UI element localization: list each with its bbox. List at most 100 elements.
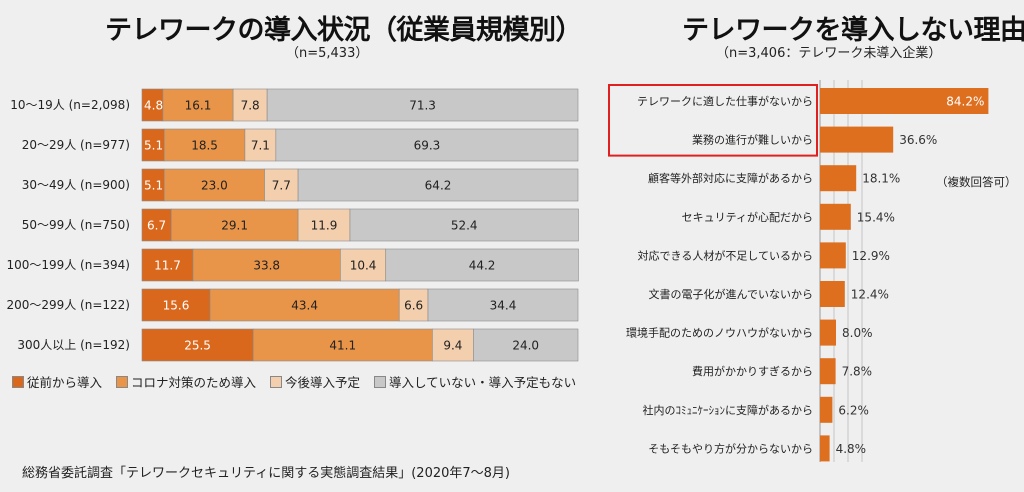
bar-segment (162, 88, 234, 122)
data-label: 12.4% (851, 288, 889, 302)
data-label: 43.4 (291, 299, 318, 313)
data-label: 7.8 (241, 99, 260, 113)
data-label: 23.0 (201, 179, 228, 193)
category-label: 10～19人 (n=2,098) (10, 98, 130, 112)
data-label: 64.2 (425, 179, 452, 193)
bar-segment (170, 208, 299, 242)
legend-item: 導入していない・導入予定もない (374, 372, 576, 391)
bar (820, 281, 845, 307)
right-chart-subtitle: （n=3,406：テレワーク未導入企業） (716, 46, 942, 61)
legend-label: 従前から導入 (27, 375, 103, 390)
category-label: 100～199人 (n=394) (6, 258, 130, 272)
bar-segment (398, 288, 429, 322)
legend-label: 今後導入予定 (285, 375, 361, 390)
bar-segment (141, 208, 172, 242)
highlight-box (608, 84, 818, 157)
bar-segment (427, 288, 579, 322)
bar-segment (266, 88, 579, 122)
left-chart-subtitle: （n=5,433） (286, 46, 369, 61)
category-label: 20～29人 (n=977) (22, 138, 130, 152)
bar (820, 88, 989, 114)
bar-segment (297, 208, 351, 242)
data-label: 6.6 (404, 299, 423, 313)
bar (820, 358, 836, 385)
data-label: 24.0 (512, 339, 539, 353)
data-label: 25.5 (184, 339, 211, 353)
data-label: 16.1 (185, 99, 212, 113)
category-label: 環境手配のためのノウハウがないから (626, 326, 813, 340)
bar-segment (163, 128, 246, 162)
bar-segment (340, 248, 387, 282)
bar (820, 396, 833, 423)
data-label: 7.7 (272, 179, 291, 193)
chart-legend: 従前から導入 コロナ対策のため導入 今後導入予定 導入していない・導入予定もない (12, 372, 576, 391)
data-label: 15.6 (163, 299, 190, 313)
legend-item: 今後導入予定 (270, 372, 360, 391)
data-label: 29.1 (221, 219, 248, 233)
bar-segment (432, 328, 474, 362)
category-label: 対応できる人材が不足しているから (638, 248, 813, 262)
data-label: 4.8% (836, 442, 867, 456)
category-label: 費用がかかりすぎるから (692, 364, 813, 378)
bar-segment (209, 288, 400, 322)
category-label: 社内のｺﾐｭﾆｹｰｼｮﾝに支障があるから (643, 403, 814, 417)
source-citation: 総務省委託調査「テレワークセキュリティに関する実態調査結果」(2020年7～8月… (22, 466, 510, 481)
bar-segment (141, 328, 254, 362)
data-label: 15.4% (857, 210, 895, 224)
legend-swatch (270, 375, 283, 388)
data-label: 6.7 (147, 219, 166, 233)
bar-segment (252, 328, 433, 362)
bar (820, 165, 857, 192)
multi-answer-note: （複数回答可） (936, 175, 1017, 189)
category-label: 30～49人 (n=900) (22, 178, 130, 192)
bar-segment (385, 248, 579, 282)
data-label: 44.2 (469, 259, 496, 273)
bar-segment (192, 248, 341, 282)
data-label: 33.8 (253, 259, 280, 273)
legend-swatch (116, 375, 129, 388)
category-label: 300人以上 (n=192) (17, 338, 130, 352)
data-label: 11.7 (154, 259, 181, 273)
data-label: 6.2% (838, 403, 869, 417)
data-label: 11.9 (311, 219, 338, 233)
legend-swatch (12, 375, 24, 388)
bar (820, 435, 830, 462)
bar-segment (349, 208, 579, 242)
bar (820, 242, 846, 269)
data-label: 18.1% (862, 172, 900, 186)
data-label: 7.1 (251, 139, 270, 153)
data-label: 9.4 (443, 339, 462, 353)
reasons-bar-chart: テレワークに適した仕事がないから 84.2% 業務の進行が難しいから 36.6% 顧客等… (608, 80, 1017, 462)
category-label: 顧客等外部対応に支障があるから (648, 171, 813, 185)
bar-segment (244, 128, 277, 162)
data-label: 69.3 (414, 139, 441, 153)
category-label: 200～299人 (n=122) (6, 298, 130, 312)
data-label: 4.8 (144, 99, 163, 113)
category-label: そもそもやり方が分からないから (648, 441, 813, 455)
category-label: 文書の電子化が進んでいないから (649, 287, 813, 301)
legend-swatch (374, 375, 387, 388)
bar-segment (473, 328, 579, 362)
legend-label: コロナ対策のため導入 (131, 375, 257, 390)
data-label: 36.6% (899, 133, 937, 147)
bar (820, 126, 894, 153)
category-label: セキュリティが心配だから (682, 210, 813, 224)
right-chart-title: テレワークを導入しない理由 (682, 15, 1024, 46)
data-label: 7.8% (842, 365, 873, 379)
stacked-bar-chart: 10～19人 (n=2,098) 4.8 16.1 7.8 71.3 20～29人 (n=… (6, 88, 579, 362)
bar-segment (141, 248, 194, 282)
data-label: 41.1 (329, 339, 356, 353)
data-label: 18.5 (191, 139, 218, 153)
bar (820, 319, 836, 346)
data-label: 10.4 (350, 259, 377, 273)
category-label: 50～99人 (n=750) (22, 218, 130, 232)
bar-segment (297, 168, 579, 202)
left-chart-title: テレワークの導入状況（従業員規模別） (105, 15, 583, 46)
data-label: 5.1 (144, 179, 163, 193)
data-label: 5.1 (144, 139, 163, 153)
data-label: 8.0% (842, 326, 873, 340)
legend-item: コロナ対策のため導入 (116, 372, 256, 391)
category-label: テレワークに適した仕事がないから (637, 94, 813, 108)
bar-segment (275, 128, 579, 162)
legend-item: 従前から導入 (12, 372, 102, 391)
